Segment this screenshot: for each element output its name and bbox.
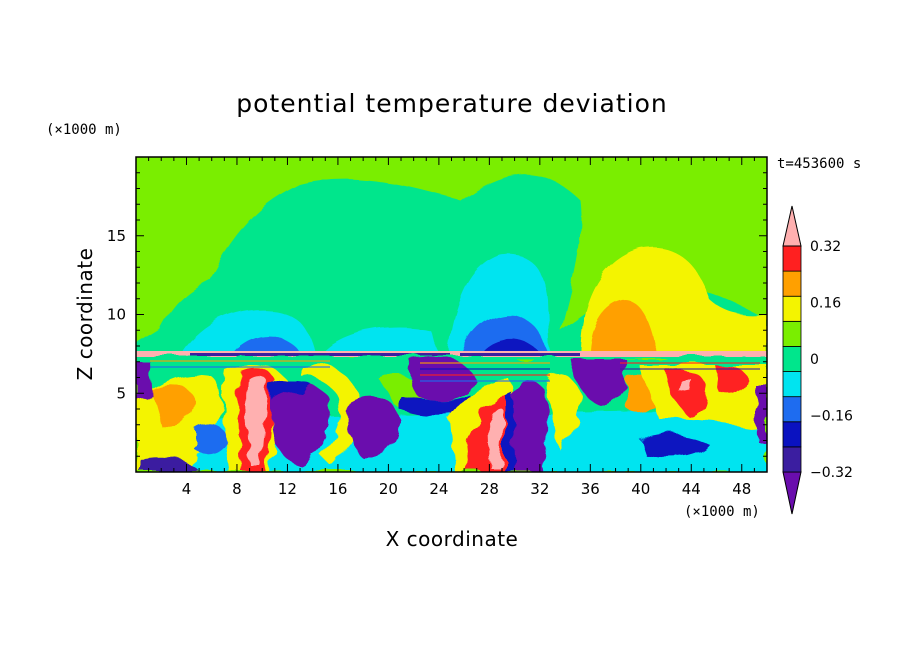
- interface-line: [190, 353, 450, 356]
- y-tick-label: 15: [107, 227, 126, 245]
- colorbar-box: [782, 295, 802, 322]
- green-upper-right: [560, 157, 767, 183]
- plot-area: [136, 157, 767, 472]
- orange-core: [590, 300, 658, 355]
- lower-layer: [136, 357, 767, 472]
- colorbar-box: [782, 270, 802, 297]
- colorbar-tick-label: 0: [810, 352, 819, 368]
- purple-cell-1: [270, 381, 331, 465]
- x-tick-label: 36: [581, 480, 600, 498]
- blue-ring-1: [270, 379, 310, 400]
- blue-cell-left: [230, 335, 300, 355]
- stripe: [150, 366, 330, 368]
- wave-stripes: [150, 360, 760, 382]
- x-tick-label: 44: [682, 480, 701, 498]
- purple-cell-4: [570, 358, 627, 405]
- colorbar-tick-label: 0.32: [810, 239, 841, 255]
- stripe: [420, 362, 550, 364]
- purple-edge-left: [136, 362, 152, 400]
- pink-column-right: [488, 407, 503, 468]
- interface-band: [136, 351, 767, 357]
- x-tick-label: 4: [182, 480, 192, 498]
- purple-cell-2: [348, 395, 400, 460]
- pink-speck-right: [680, 378, 692, 394]
- yellow-arc: [300, 364, 360, 465]
- colorbar-tick-label: −0.16: [810, 409, 853, 425]
- x-unit-label: (×1000 m): [684, 504, 760, 520]
- x-axis: 4 8 12 16 20 24 28 32 36 40 44 48: [148, 157, 755, 498]
- pink-column-left: [247, 374, 268, 465]
- blue-column-edge: [505, 392, 515, 472]
- colorbar-box: [782, 245, 802, 272]
- stripe: [420, 368, 550, 370]
- colorbar: 0.32 0.16 0 −0.16 −0.32: [782, 205, 853, 515]
- orange-swirl-left: [150, 384, 195, 427]
- purple-strip-right: [755, 385, 767, 440]
- stripe: [620, 362, 760, 364]
- purple-bottom-left: [140, 457, 200, 472]
- y-tick-label: 10: [107, 306, 126, 324]
- x-tick-label: 20: [379, 480, 398, 498]
- x-tick-label: 12: [278, 480, 297, 498]
- blue-patch-left: [195, 424, 228, 455]
- colorbar-box: [782, 320, 802, 347]
- x-tick-label: 16: [328, 480, 347, 498]
- stripe: [420, 374, 550, 376]
- stripe: [420, 380, 550, 382]
- x-tick-label: 32: [530, 480, 549, 498]
- colorbar-box: [782, 346, 802, 372]
- y-unit-label: (×1000 m): [46, 122, 122, 138]
- purple-column: [510, 382, 548, 472]
- colorbar-box: [782, 446, 802, 473]
- x-tick-label: 40: [631, 480, 650, 498]
- x-tick-label: 24: [429, 480, 448, 498]
- x-tick-label: 8: [232, 480, 242, 498]
- colorbar-max-triangle: [782, 205, 802, 247]
- yellow-swirl-right: [545, 375, 580, 450]
- time-label: t=453600 s: [777, 156, 861, 172]
- upper-layer: [136, 157, 767, 360]
- colorbar-tick-label: 0.16: [810, 296, 841, 312]
- red-cells-right-2: [715, 364, 748, 397]
- blue-cells-right: [640, 433, 710, 459]
- colorbar-min-triangle: [782, 471, 802, 515]
- y-axis-title: Z coordinate: [73, 248, 97, 381]
- interface-line-right: [460, 353, 580, 356]
- x-axis-title: X coordinate: [386, 527, 519, 551]
- y-axis: 5 10 15: [107, 172, 767, 457]
- blue-ring-3: [400, 395, 475, 417]
- colorbar-box: [782, 396, 802, 423]
- stripe: [150, 360, 330, 362]
- x-tick-label: 28: [480, 480, 499, 498]
- chart-title: potential temperature deviation: [236, 89, 667, 118]
- colorbar-box: [782, 371, 802, 398]
- colorbar-box: [782, 421, 802, 448]
- stripe: [620, 368, 760, 370]
- y-tick-label: 5: [116, 384, 126, 402]
- cyan-cell-mid: [320, 327, 440, 355]
- colorbar-tick-label: −0.32: [810, 465, 853, 481]
- x-tick-label: 48: [732, 480, 751, 498]
